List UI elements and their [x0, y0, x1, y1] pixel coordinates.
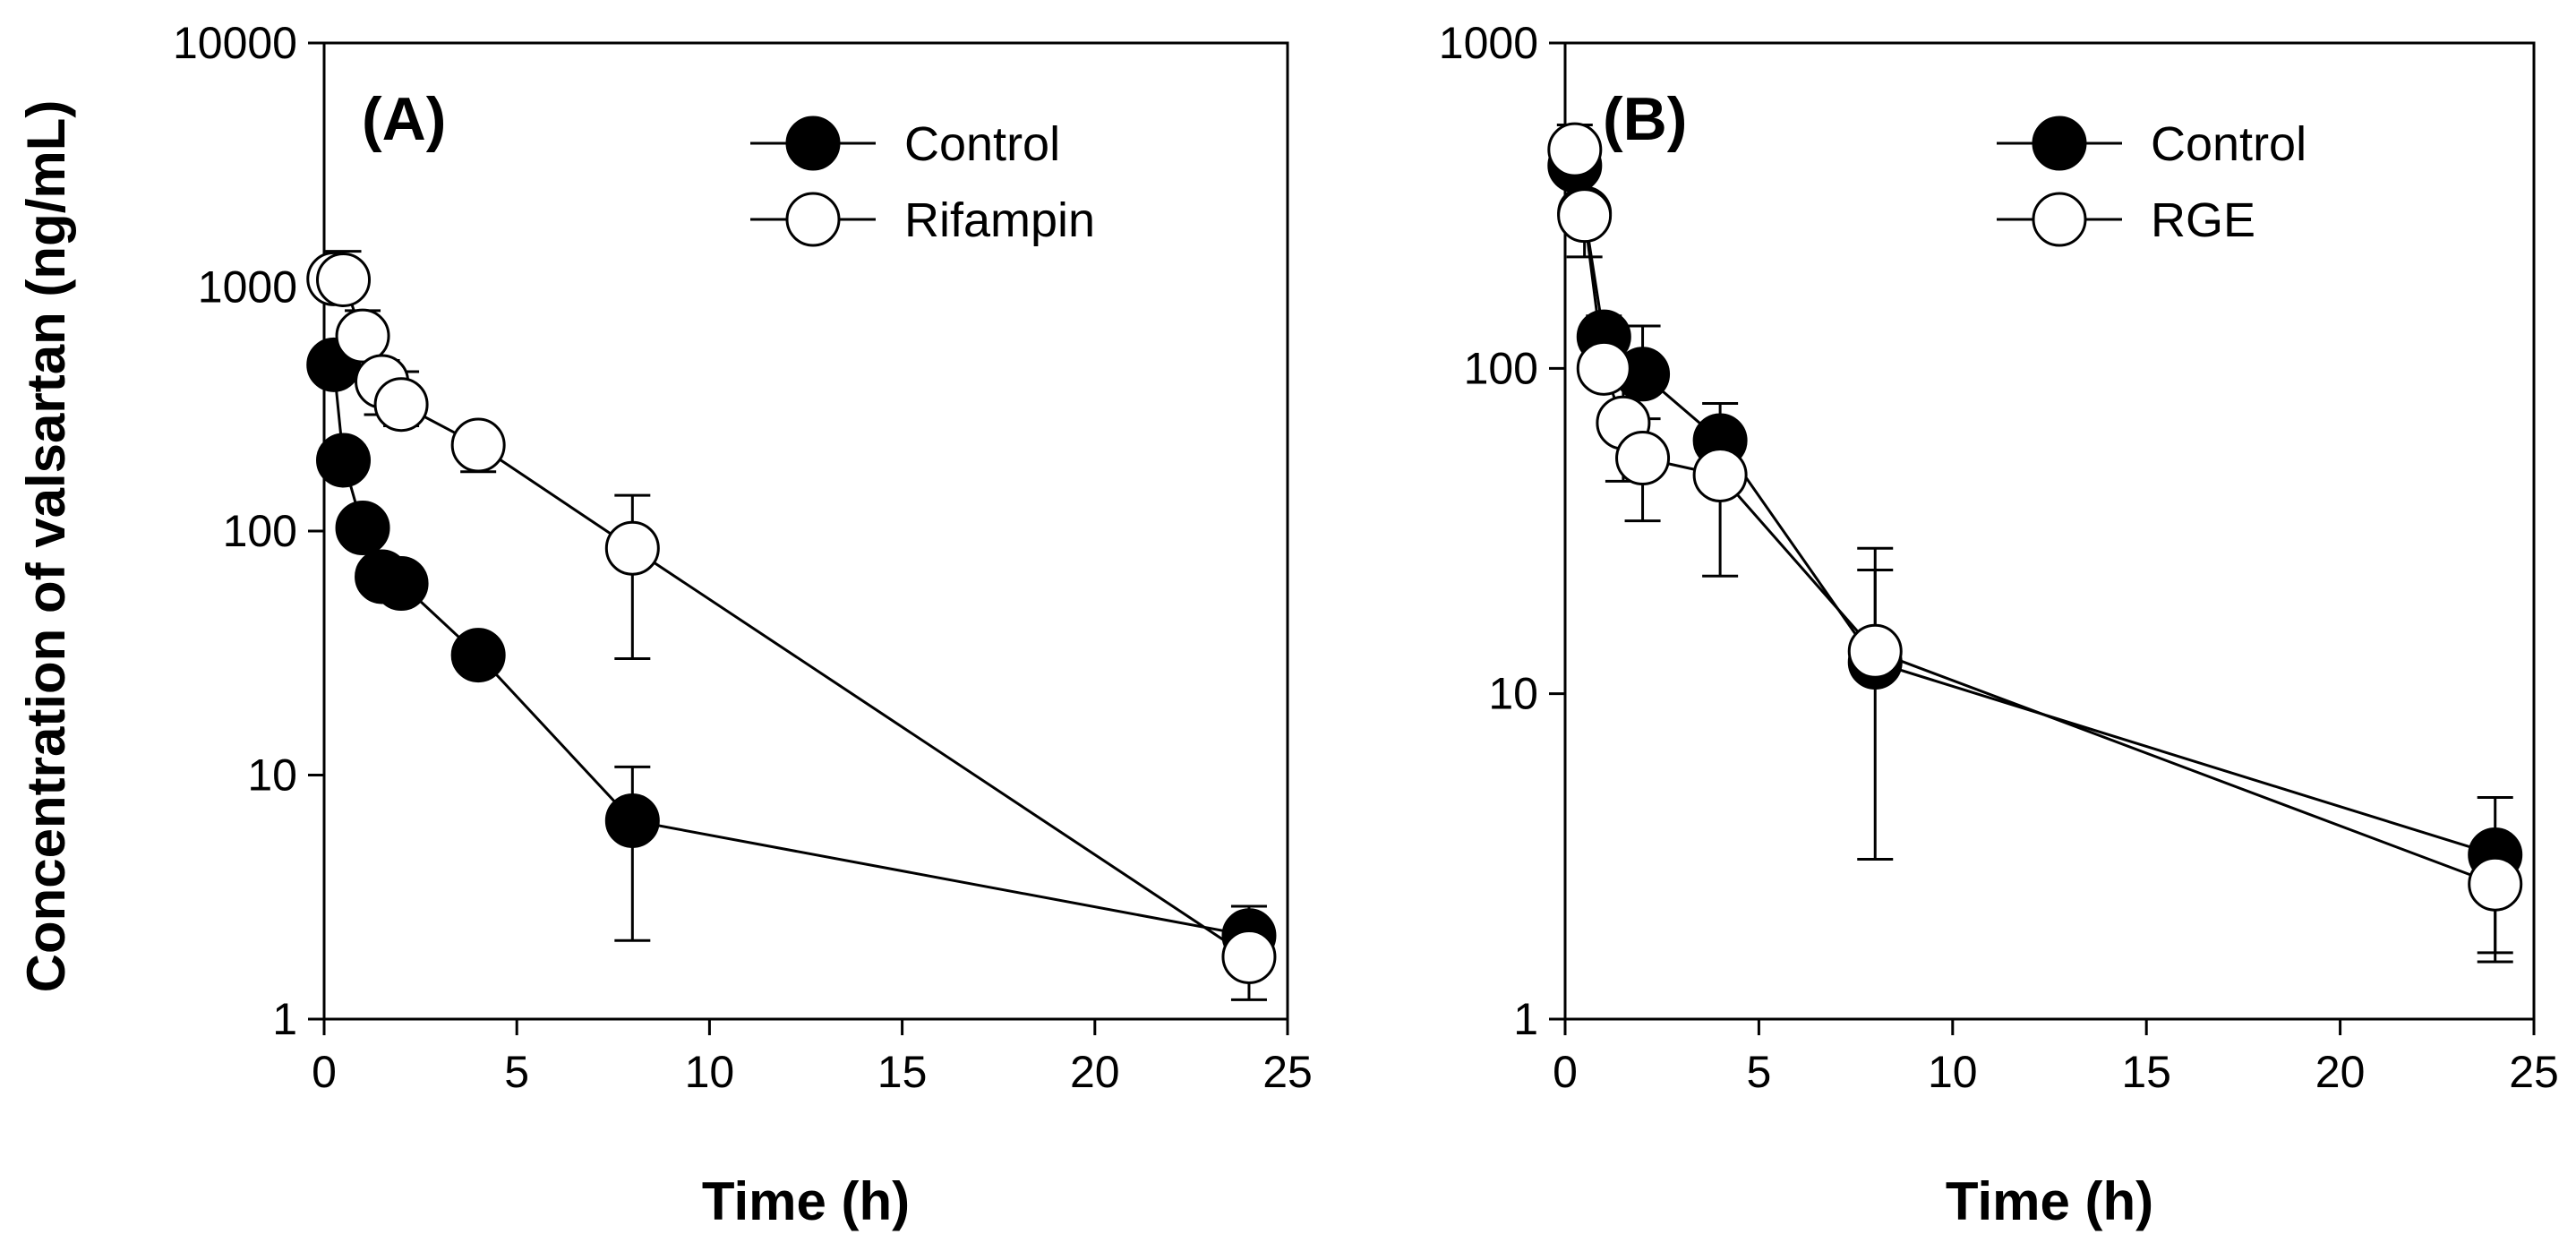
data-point	[1221, 929, 1277, 984]
panel-label: (B)	[1603, 85, 1687, 153]
data-point	[604, 520, 660, 576]
y-tick-label: 10	[247, 750, 297, 801]
legend-marker	[785, 192, 841, 247]
series-line	[333, 277, 1250, 958]
data-point	[316, 252, 372, 307]
plot-frame	[1563, 41, 2536, 1021]
legend-marker	[2032, 116, 2087, 171]
x-tick-label: 20	[2315, 1047, 2366, 1097]
data-point	[373, 555, 429, 611]
y-tick-label: 1000	[1439, 18, 1538, 68]
x-tick-label: 10	[1928, 1047, 1978, 1097]
x-tick-label: 20	[1070, 1047, 1120, 1097]
data-point	[1692, 447, 1748, 502]
data-point	[2468, 856, 2523, 912]
data-point	[373, 377, 429, 433]
legend-label: Rifampin	[904, 193, 1095, 247]
x-tick-label: 0	[1553, 1047, 1578, 1097]
legend-marker	[785, 116, 841, 171]
data-point	[450, 417, 506, 473]
y-tick-label: 1000	[198, 262, 297, 313]
x-tick-label: 10	[685, 1047, 735, 1097]
plot-frame	[322, 41, 1289, 1021]
data-point	[604, 793, 660, 848]
x-tick-label: 15	[877, 1047, 928, 1097]
legend-label: Control	[904, 117, 1060, 171]
x-tick-label: 0	[312, 1047, 337, 1097]
x-tick-label: 5	[1746, 1047, 1771, 1097]
x-tick-label: 15	[2121, 1047, 2171, 1097]
x-tick-label: 25	[1262, 1047, 1313, 1097]
y-tick-label: 1	[1513, 994, 1538, 1044]
x-axis-title: Time (h)	[702, 1171, 910, 1231]
data-point	[335, 501, 390, 556]
x-tick-label: 25	[2509, 1047, 2559, 1097]
y-tick-label: 10	[1488, 669, 1538, 719]
legend-label: Control	[2151, 117, 2306, 171]
data-point	[1615, 431, 1671, 486]
data-point	[1547, 122, 1603, 177]
y-tick-label: 100	[223, 506, 297, 556]
x-tick-label: 5	[504, 1047, 529, 1097]
data-point	[1847, 623, 1903, 679]
y-axis-title: Concentration of valsartan (ng/mL)	[16, 100, 76, 993]
legend-marker	[2032, 192, 2087, 247]
panel-a: 0 5 10 15 20 25 1 10 100 1000 10000 Time (h) (A) Cont…	[173, 18, 1313, 1231]
series-line	[1573, 165, 2496, 856]
y-tick-label: 100	[1464, 343, 1538, 393]
data-point	[1576, 340, 1631, 396]
panel-label: (A)	[362, 85, 446, 153]
data-point	[450, 628, 506, 683]
data-point	[316, 433, 372, 488]
data-point	[335, 308, 390, 364]
data-point	[1557, 188, 1613, 244]
legend-label: RGE	[2151, 193, 2255, 247]
x-axis-title: Time (h)	[1946, 1171, 2153, 1231]
series-line	[1573, 149, 2496, 886]
y-tick-label: 10000	[173, 18, 297, 68]
panel-b: 0 5 10 15 20 25 1 10 100 1000 Time (h) (B) Control RG…	[1439, 18, 2559, 1231]
y-tick-label: 1	[272, 994, 297, 1044]
